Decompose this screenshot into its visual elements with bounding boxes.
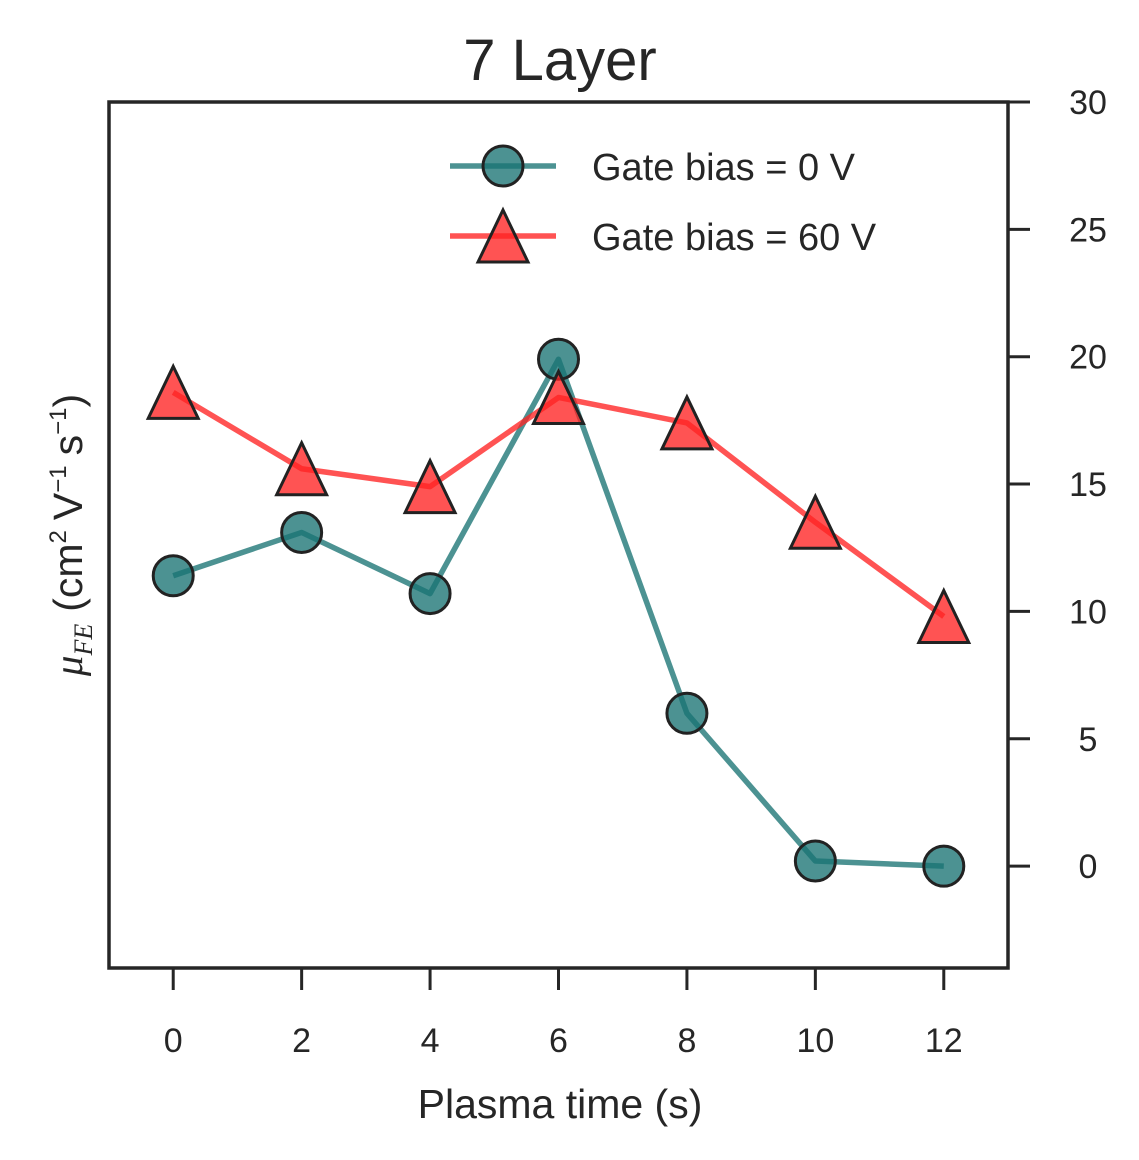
y-axis: 0 5 10 15 20 25 30 — [1008, 84, 1107, 886]
y-tick-label: 25 — [1069, 211, 1107, 249]
legend-item-gate-60v: Gate bias = 60 V — [450, 206, 877, 264]
data-point-circle — [793, 839, 837, 883]
x-tick-label: 2 — [292, 1022, 311, 1060]
legend: Gate bias = 0 V Gate bias = 60 V — [450, 144, 877, 264]
y-label-units-v: V — [45, 492, 91, 520]
svg-text:μFE(cm2V−1s−1): μFE(cm2V−1s−1) — [45, 394, 98, 677]
y-label-exp-1: 2 — [45, 530, 72, 543]
legend-item-gate-0v: Gate bias = 0 V — [450, 144, 856, 189]
y-label-subscript: FE — [69, 624, 98, 657]
y-tick-label: 0 — [1079, 848, 1098, 886]
series-layer — [145, 337, 972, 888]
data-point-triangle — [274, 439, 330, 497]
series-0 — [151, 337, 966, 888]
data-point-circle — [665, 691, 709, 735]
y-label-mu: μ — [45, 656, 91, 678]
y-axis-label: μFE(cm2V−1s−1) — [45, 394, 98, 677]
y-tick-label: 15 — [1069, 466, 1107, 504]
x-tick-label: 10 — [796, 1022, 834, 1060]
y-tick-label: 5 — [1079, 721, 1098, 759]
legend-marker-triangle — [475, 206, 531, 264]
y-label-units-s: s — [45, 435, 91, 456]
x-tick-label: 8 — [677, 1022, 696, 1060]
data-point-circle — [408, 572, 452, 616]
data-point-circle — [280, 510, 324, 554]
data-point-triangle — [402, 457, 458, 515]
x-tick-label: 12 — [925, 1022, 963, 1060]
y-label-units-close: ) — [45, 394, 91, 408]
x-tick-label: 6 — [549, 1022, 568, 1060]
x-axis-label: Plasma time (s) — [418, 1081, 703, 1127]
data-point-triangle — [916, 587, 972, 645]
legend-label-1: Gate bias = 60 V — [592, 217, 877, 259]
legend-label-0: Gate bias = 0 V — [592, 147, 856, 189]
data-point-triangle — [659, 393, 715, 451]
x-axis: 0 2 4 6 8 10 12 — [164, 968, 963, 1060]
y-label-units-open: (cm — [45, 543, 91, 611]
series-line-1 — [171, 390, 946, 619]
y-tick-label: 10 — [1069, 593, 1107, 631]
x-tick-label: 4 — [421, 1022, 440, 1060]
y-label-exp-3: −1 — [45, 408, 72, 435]
data-point-circle — [151, 554, 195, 598]
legend-marker-circle — [481, 144, 525, 188]
data-point-triangle — [531, 367, 586, 425]
series-line-0 — [172, 356, 944, 869]
y-tick-label: 30 — [1069, 84, 1107, 122]
chart-title: 7 Layer — [463, 28, 656, 93]
data-point-circle — [922, 844, 966, 888]
y-tick-label: 20 — [1069, 339, 1107, 377]
y-label-exp-2: −1 — [45, 465, 72, 492]
data-point-triangle — [787, 492, 843, 550]
x-tick-label: 0 — [164, 1022, 183, 1060]
data-point-triangle — [145, 362, 201, 420]
series-1 — [145, 362, 972, 645]
